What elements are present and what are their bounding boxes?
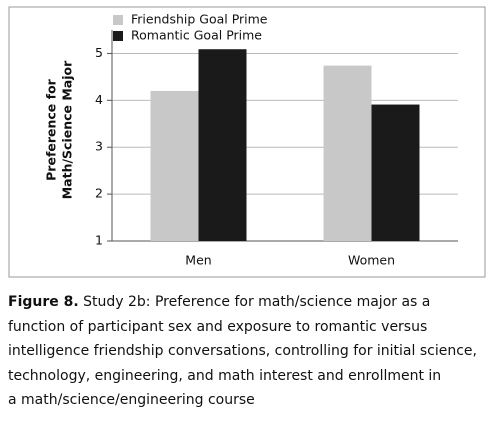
y-axis-label: Math/Science Major xyxy=(60,60,75,199)
bar xyxy=(323,65,372,241)
y-tick-label: 2 xyxy=(95,186,103,201)
caption-text: technology, engineering, and math intere… xyxy=(8,367,442,384)
chart: Preference for Math/Science Major 1 2 3 4 5 M… xyxy=(8,6,486,278)
x-tick-label: Men xyxy=(185,253,211,268)
caption-label: Figure 8. xyxy=(8,294,79,310)
y-tick-label: 4 xyxy=(95,92,103,107)
caption-line: function of participant sex and exposure… xyxy=(8,315,492,340)
y-tick-label: 1 xyxy=(95,233,103,248)
bar xyxy=(198,49,247,242)
caption-text: Study 2b: Preference for math/science ma… xyxy=(83,294,431,310)
caption-text: function of participant sex and exposure… xyxy=(8,318,428,335)
legend-label: Romantic Goal Prime xyxy=(131,28,262,43)
caption: Figure 8. Study 2b: Preference for math/… xyxy=(8,290,492,413)
y-tick-label: 5 xyxy=(95,45,103,60)
x-tick-label: Women xyxy=(348,253,395,268)
caption-line: technology, engineering, and math intere… xyxy=(8,364,492,389)
caption-text: a math/science/engineering course xyxy=(8,392,255,408)
bar xyxy=(150,90,199,241)
legend-swatch xyxy=(113,31,123,41)
caption-text: intelligence friendship conversations, c… xyxy=(8,343,477,359)
caption-line: intelligence friendship conversations, c… xyxy=(8,339,492,364)
y-tick-label: 3 xyxy=(95,139,103,154)
chart-frame xyxy=(8,6,486,278)
legend-swatch xyxy=(113,15,123,25)
legend-label: Friendship Goal Prime xyxy=(131,12,268,27)
bar xyxy=(371,104,420,241)
caption-line: a math/science/engineering course xyxy=(8,388,492,413)
y-axis-label: Preference for xyxy=(44,78,59,181)
caption-line: Figure 8. Study 2b: Preference for math/… xyxy=(8,290,492,315)
